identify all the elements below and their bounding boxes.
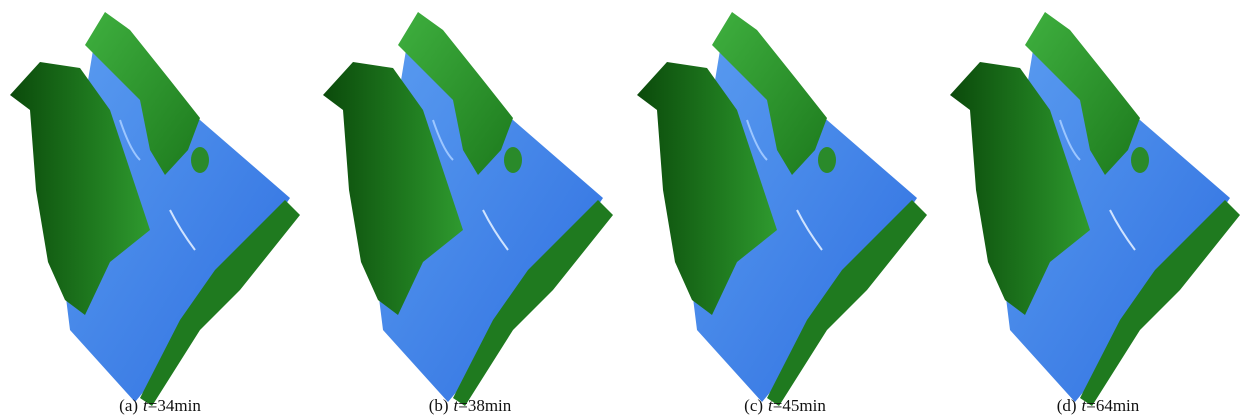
figure: (a)t=34min (b)t=38min (c)t=45min (d)t=64min [0, 0, 1243, 418]
caption-value: =34min [148, 396, 202, 415]
page: {"panels": [ {"label": "(a)", "variable"… [0, 0, 1243, 418]
caption: (b)t=38min [429, 396, 512, 415]
panel-image [323, 12, 613, 406]
caption-value: =45min [773, 396, 827, 415]
captions: (a)t=34min (b)t=38min (c)t=45min (d)t=64min [119, 396, 1140, 415]
caption-label: (c) [744, 396, 763, 415]
caption-value: =38min [458, 396, 512, 415]
caption-label: (a) [119, 396, 138, 415]
panel-image [950, 12, 1240, 406]
caption-label: (b) [429, 396, 449, 415]
caption: (a)t=34min [119, 396, 201, 415]
panel-image [637, 12, 927, 406]
caption-value: =64min [1086, 396, 1140, 415]
panel-image [10, 12, 300, 406]
caption-label: (d) [1057, 396, 1077, 415]
caption: (d)t=64min [1057, 396, 1140, 415]
caption: (c)t=45min [744, 396, 826, 415]
